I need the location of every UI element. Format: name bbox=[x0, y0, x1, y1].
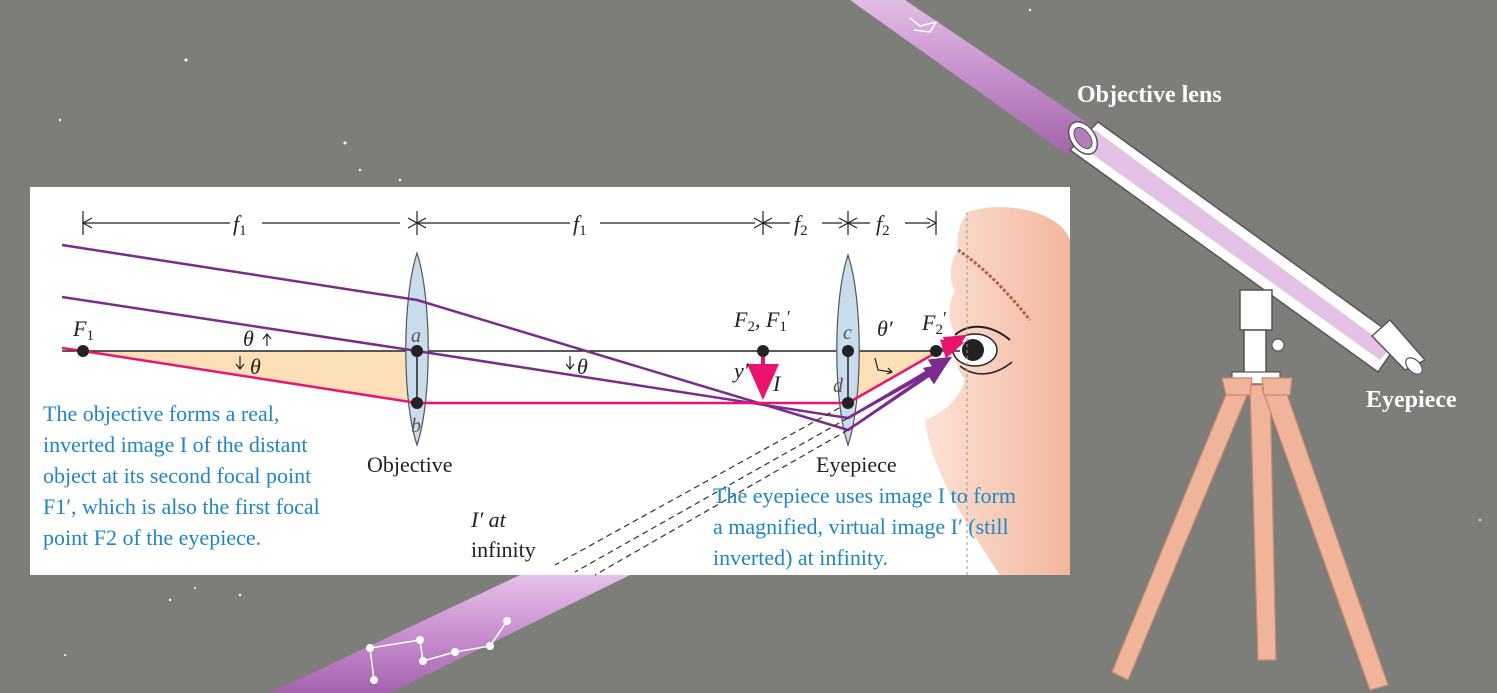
objective-caption-line-3: object at its second focal point bbox=[43, 463, 311, 488]
telescope-mount bbox=[1231, 289, 1285, 385]
angle-markers bbox=[235, 333, 894, 375]
f2-right-label: f2 bbox=[876, 211, 890, 239]
eyepiece-lens-label: Eyepiece bbox=[816, 452, 897, 477]
point-a-label: a bbox=[411, 325, 421, 347]
theta-middle-label: θ bbox=[577, 354, 588, 379]
objective-label: Objective bbox=[367, 452, 453, 477]
focal-length-dimensions bbox=[81, 211, 938, 235]
image-I-label: I bbox=[772, 371, 782, 396]
F1-label: F1 bbox=[72, 316, 94, 344]
purple-rays bbox=[61, 243, 953, 432]
incoming-light-beam-bottom bbox=[270, 575, 630, 693]
objective-caption-line-4: F1′, which is also the first focal bbox=[43, 494, 320, 519]
objective-caption: The objective forms a real, inverted ima… bbox=[43, 401, 320, 550]
theta-lower-label: θ bbox=[250, 354, 261, 379]
tripod bbox=[1111, 377, 1389, 691]
eyepiece-caption: The eyepiece uses image I to form a magn… bbox=[713, 483, 1016, 570]
point-d-label: d bbox=[833, 375, 844, 397]
objective-caption-line-2: inverted image I of the distant bbox=[43, 432, 308, 457]
y-prime-label: y′ bbox=[732, 358, 750, 383]
objective-caption-line-1: The objective forms a real, bbox=[43, 401, 279, 426]
point-b-label: b bbox=[411, 415, 421, 437]
virtual-image-rays bbox=[554, 402, 849, 576]
eyepiece-label: Eyepiece bbox=[1366, 387, 1457, 413]
incoming-light-beam-top bbox=[850, 0, 1095, 155]
point-c-label: c bbox=[843, 322, 852, 344]
theta-prime-label: θ′ bbox=[877, 316, 894, 341]
infinity-label: infinity bbox=[471, 537, 536, 562]
eyepiece-caption-line-3: inverted) at infinity. bbox=[713, 545, 888, 570]
F2prime-label: F2′ bbox=[921, 308, 947, 338]
observer-eye bbox=[925, 207, 1070, 575]
f2-left-label: f2 bbox=[794, 211, 808, 239]
telescope-tube bbox=[1067, 121, 1427, 375]
focal-points bbox=[77, 345, 942, 409]
eyepiece-caption-line-1: The eyepiece uses image I to form bbox=[713, 483, 1016, 508]
diagram-panel bbox=[30, 187, 1070, 575]
f1-right-label: f1 bbox=[573, 211, 587, 239]
stars bbox=[58, 8, 1481, 656]
f1-left-label: f1 bbox=[233, 211, 247, 239]
image-I-prime-label: I′ at bbox=[470, 507, 507, 532]
theta-upper-label: θ bbox=[243, 326, 254, 351]
objective-lens-label: Objective lens bbox=[1077, 82, 1222, 108]
eyepiece-caption-line-2: a magnified, virtual image I′ (still bbox=[713, 514, 1009, 539]
objective-caption-line-5: point F2 of the eyepiece. bbox=[43, 525, 261, 550]
F2-F1prime-label: F2, F1′ bbox=[733, 307, 791, 335]
